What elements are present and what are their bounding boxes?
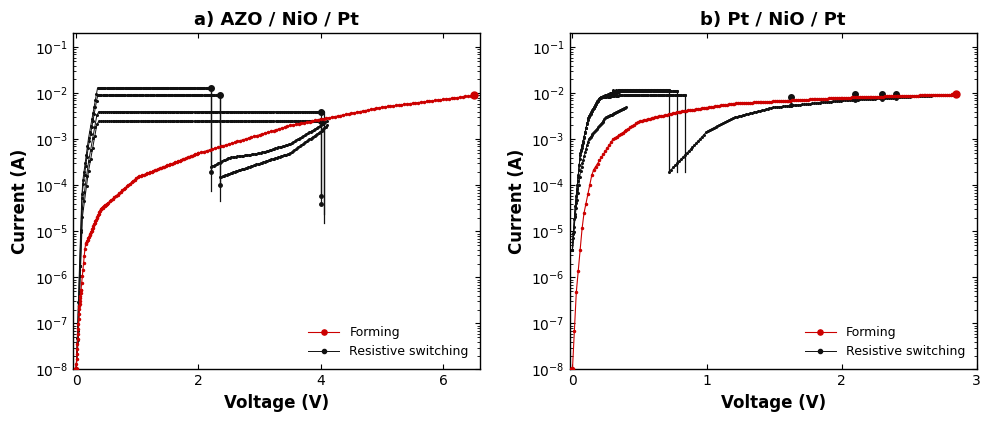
Forming [931,92,943,97]
Resistive switching [566,247,578,252]
Forming [468,93,480,98]
Forming [566,367,578,372]
Resistive switching [585,110,597,115]
Resistive switching [146,85,158,91]
Forming [189,152,201,157]
Resistive switching [617,87,629,92]
Resistive switching [614,87,626,92]
Forming [950,92,962,97]
Resistive switching [625,87,637,92]
Resistive switching [164,85,176,91]
X-axis label: Voltage (V): Voltage (V) [224,394,329,412]
Forming [404,101,416,106]
Title: b) Pt / NiO / Pt: b) Pt / NiO / Pt [700,11,846,29]
Resistive switching [589,103,601,108]
Line: Resistive switching: Resistive switching [571,89,670,250]
Resistive switching [178,85,189,91]
Resistive switching [656,87,668,92]
Legend: Forming, Resistive switching: Forming, Resistive switching [303,321,473,363]
Forming [582,192,594,197]
Resistive switching [99,85,111,91]
Resistive switching [659,87,671,92]
Forming [373,105,385,110]
Y-axis label: Current (A): Current (A) [11,149,29,254]
Forming [393,102,405,107]
Forming [107,196,119,201]
Title: a) AZO / NiO / Pt: a) AZO / NiO / Pt [194,11,359,29]
Line: Resistive switching: Resistive switching [75,87,211,370]
Forming [101,201,113,206]
Forming [918,93,930,98]
Forming [638,118,650,123]
Y-axis label: Current (A): Current (A) [508,149,526,254]
X-axis label: Voltage (V): Voltage (V) [720,394,825,412]
Resistive switching [200,85,212,91]
Line: Forming: Forming [75,94,475,371]
Legend: Forming, Resistive switching: Forming, Resistive switching [800,321,970,363]
Forming [70,367,82,372]
Forming [669,110,681,115]
Resistive switching [663,87,675,92]
Resistive switching [204,85,216,91]
Resistive switching [70,367,82,372]
Resistive switching [91,85,103,91]
Line: Forming: Forming [571,93,957,371]
Resistive switching [107,85,119,91]
Forming [589,164,601,169]
